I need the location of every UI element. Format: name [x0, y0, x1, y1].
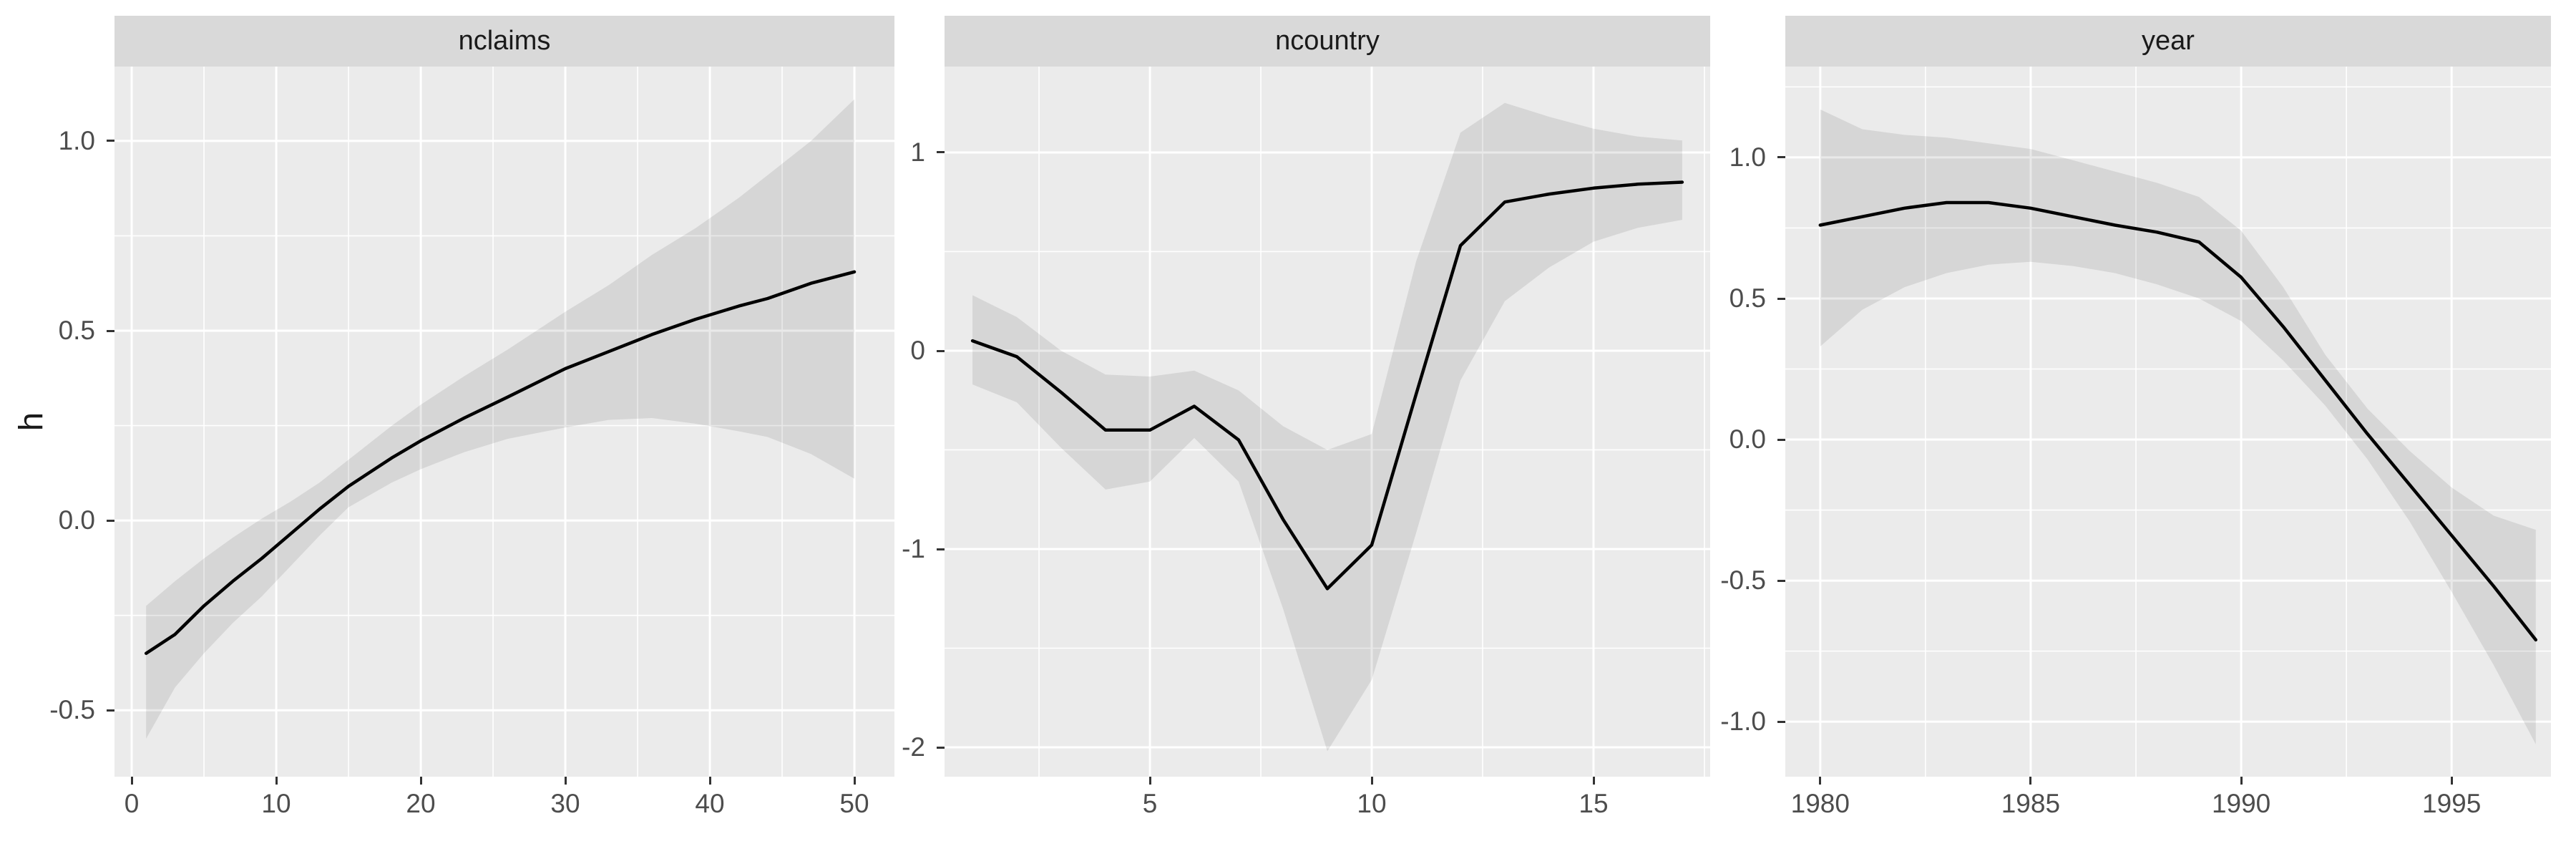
- x-tick-label: 50: [839, 789, 869, 818]
- x-tick-label: 5: [1142, 789, 1158, 818]
- y-axis-tick: [1777, 297, 1785, 300]
- x-tick-label: 10: [261, 789, 291, 818]
- y-axis-tick: [937, 151, 945, 154]
- y-axis-tick: [1777, 156, 1785, 159]
- y-axis-tick: [937, 746, 945, 749]
- x-axis-tick: [419, 777, 422, 785]
- y-axis-tick: [107, 709, 114, 712]
- facet-strip-year: year: [1785, 16, 2551, 67]
- y-tick-label: 0.5: [58, 316, 95, 345]
- y-tick-label: 1.0: [1729, 142, 1766, 172]
- y-axis-tick: [1777, 720, 1785, 723]
- x-axis-tick: [2450, 777, 2453, 785]
- x-tick-label: 1980: [1790, 789, 1850, 818]
- y-axis-tick: [937, 349, 945, 352]
- x-tick-label: 15: [1579, 789, 1609, 818]
- y-tick-label: -1: [902, 534, 925, 563]
- x-axis-tick: [1819, 777, 1822, 785]
- x-axis-tick: [130, 777, 133, 785]
- y-axis-tick: [1777, 438, 1785, 441]
- y-axis-tick: [107, 140, 114, 142]
- y-tick-label: -0.5: [1720, 566, 1766, 596]
- y-tick-label: 0.0: [1729, 424, 1766, 454]
- x-axis-tick: [853, 777, 856, 785]
- y-tick-label: -1.0: [1720, 707, 1766, 737]
- y-tick-label: 0.0: [58, 505, 95, 535]
- facet-panel-year: [1785, 67, 2551, 777]
- x-tick-label: 1990: [2211, 789, 2271, 818]
- facet-panel-ncountry: [945, 67, 1710, 777]
- x-axis-tick: [2029, 777, 2032, 785]
- x-axis-tick: [275, 777, 278, 785]
- facet-strip-nclaims: nclaims: [114, 16, 894, 67]
- facet-strip-ncountry: ncountry: [945, 16, 1710, 67]
- y-axis-tick: [937, 548, 945, 550]
- y-tick-label: -0.5: [49, 695, 95, 725]
- x-tick-label: 1995: [2422, 789, 2482, 818]
- y-tick-label: 1.0: [58, 125, 95, 155]
- x-axis-tick: [1148, 777, 1151, 785]
- x-tick-label: 0: [124, 789, 140, 818]
- y-tick-label: 0: [910, 336, 925, 365]
- x-axis-tick: [564, 777, 567, 785]
- x-tick-label: 20: [406, 789, 436, 818]
- x-tick-label: 30: [550, 789, 580, 818]
- y-axis-tick: [107, 329, 114, 332]
- x-tick-label: 40: [695, 789, 725, 818]
- x-axis-tick: [1370, 777, 1373, 785]
- x-axis-tick: [1592, 777, 1595, 785]
- confidence-band-nclaims: [146, 99, 854, 739]
- facet-panel-nclaims: [114, 67, 894, 777]
- y-axis-tick: [1777, 579, 1785, 582]
- y-axis-tick: [107, 519, 114, 522]
- x-axis-tick: [708, 777, 711, 785]
- x-tick-label: 10: [1357, 789, 1387, 818]
- y-axis-title: h: [11, 412, 50, 432]
- y-tick-label: -2: [902, 732, 925, 762]
- smooth-line-year: [1818, 200, 2538, 642]
- confidence-band-ncountry: [972, 102, 1682, 752]
- smooth-line-nclaims: [144, 270, 857, 655]
- smooth-line-ncountry: [970, 180, 1684, 591]
- x-axis-tick: [2240, 777, 2243, 785]
- y-tick-label: 1: [910, 137, 925, 167]
- y-tick-label: 0.5: [1729, 283, 1766, 313]
- x-tick-label: 1985: [2001, 789, 2061, 818]
